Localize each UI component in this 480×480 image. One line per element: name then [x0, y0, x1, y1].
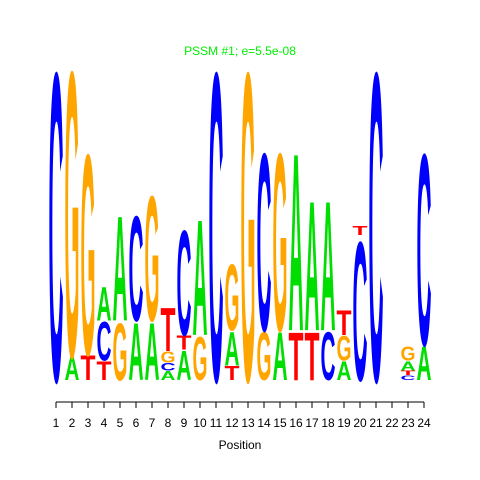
x-tick-label: 7 — [149, 416, 156, 430]
logo-letter: G — [161, 348, 176, 366]
logo-letter: G — [401, 343, 416, 365]
logo-letter: G — [241, 0, 256, 475]
logo-letter: C — [97, 310, 112, 372]
logo-letter: C — [161, 360, 176, 373]
x-tick-label: 22 — [385, 416, 399, 430]
logo-letter: C — [129, 185, 144, 353]
x-tick-label: 9 — [181, 416, 188, 430]
logo-letter: A — [65, 350, 80, 387]
x-tick-label: 20 — [353, 416, 367, 430]
logo-letter: T — [161, 295, 176, 365]
logo-letter: A — [401, 358, 416, 373]
x-tick-label: 5 — [117, 416, 124, 430]
logo-letter: T — [401, 369, 416, 376]
logo-letter: A — [113, 185, 128, 353]
logo-letter: A — [145, 306, 160, 398]
logo-letter: T — [97, 357, 112, 386]
logo-letter: C — [177, 199, 192, 367]
x-tick-label: 12 — [225, 416, 239, 430]
logo-letter: C — [257, 102, 272, 385]
x-tick-label: 11 — [210, 416, 223, 430]
logo-letter: A — [417, 336, 432, 391]
logo-letter: T — [225, 362, 240, 384]
logo-letter: G — [273, 102, 288, 385]
logo-letter: A — [321, 163, 336, 370]
logo-letter: A — [273, 318, 288, 395]
logo-letter: C — [49, 0, 64, 475]
logo-letter: C — [369, 0, 384, 475]
logo-letter: C — [209, 0, 224, 475]
x-tick-label: 4 — [101, 416, 108, 430]
logo-letter: T — [81, 349, 96, 388]
logo-letter: T — [289, 317, 304, 394]
logo-letter: A — [225, 321, 240, 376]
x-tick-label: 3 — [85, 416, 92, 430]
x-tick-label: 2 — [69, 416, 76, 430]
logo-letter: A — [289, 102, 304, 385]
chart-title: PSSM #1; e=5.5e-08 — [184, 44, 296, 58]
x-tick-label: 13 — [241, 416, 255, 430]
x-tick-label: 6 — [133, 416, 140, 430]
x-tick-label: 18 — [321, 416, 335, 430]
logo-letter: G — [225, 244, 240, 351]
logo-letter: T — [353, 224, 368, 239]
x-tick-label: 1 — [53, 416, 60, 430]
logo-letter: T — [337, 304, 352, 343]
logo-letter: C — [417, 98, 432, 404]
x-tick-label: 14 — [257, 416, 271, 430]
logo-letter: A — [193, 186, 208, 371]
logo-letter: G — [193, 325, 208, 394]
x-tick-label: 15 — [273, 416, 287, 430]
x-tick-label: 21 — [369, 416, 383, 430]
x-tick-label: 16 — [289, 416, 303, 430]
x-axis-title: Position — [219, 438, 262, 452]
logo-letter: T — [177, 332, 192, 354]
x-tick-label: 24 — [417, 416, 431, 430]
logo-letter: C — [401, 374, 416, 381]
logo-letter: G — [145, 159, 160, 359]
logo-letter: A — [97, 276, 112, 331]
logo-letter: A — [337, 357, 352, 387]
logo-letter: G — [257, 317, 272, 395]
logo-letter: G — [113, 306, 128, 398]
x-tick-label: 10 — [193, 416, 207, 430]
x-tick-label: 19 — [337, 416, 351, 430]
x-tick-label: 23 — [401, 416, 415, 430]
logo-letter: C — [353, 200, 368, 422]
x-tick-label: 8 — [165, 416, 172, 430]
logo-letter: G — [337, 330, 352, 370]
x-tick-label: 17 — [305, 416, 319, 430]
logo-letter: A — [177, 343, 192, 390]
logo-letter: A — [129, 306, 144, 398]
logo-letter: T — [305, 317, 320, 394]
logo-letter: G — [81, 96, 96, 416]
logo-letter: A — [305, 163, 320, 370]
logo-letter: G — [65, 0, 80, 443]
logo-letter: C — [321, 318, 336, 395]
logo-letter: A — [161, 368, 176, 383]
